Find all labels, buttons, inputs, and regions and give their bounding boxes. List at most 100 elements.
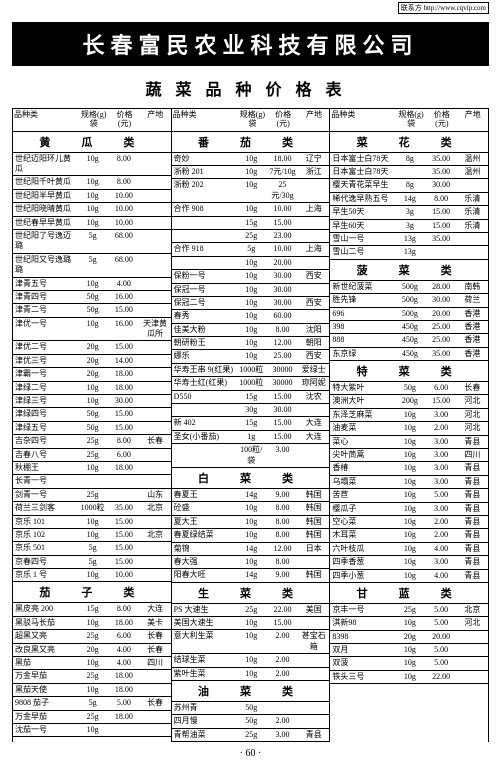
table-row: 青帮油菜25g3.00青县 xyxy=(172,729,330,742)
table-row: 黑皮亮 20015g8.00大连 xyxy=(13,603,171,616)
table-row: 胜先锋500g30.00荷兰 xyxy=(330,294,488,307)
table-row: 奇妙10g18.00辽宁 xyxy=(172,153,330,166)
table-row: 日本富士白78天35.00温州 xyxy=(330,166,488,179)
table-row: 浙粉 20110g7元/10g浙江 xyxy=(172,166,330,179)
table-row: 津优二号20g15.00 xyxy=(13,341,171,354)
url-label: 联系方 http://www.cqvip.com xyxy=(398,2,489,14)
table-row: 淇新9810g5.00河北 xyxy=(330,617,488,630)
table-row: 四季小葱10g4.00青县 xyxy=(330,570,488,583)
company-banner: 长春富民农业科技有限公司 xyxy=(12,22,489,66)
table-row: 阳春大旺14g9.00韩国 xyxy=(172,569,330,582)
table-row: 25g23.00 xyxy=(172,230,330,243)
subtitle: 蔬菜品种价格表 xyxy=(12,76,489,100)
table-row: 吉春八号25g6.00 xyxy=(13,449,171,462)
table-row: 黑茄10g4.00四川 xyxy=(13,657,171,670)
table-row: 京乐 5015g15.00 xyxy=(13,542,171,555)
table-row: 菊锦14g12.00日本 xyxy=(172,543,330,556)
table-row: 888450g25.00香港 xyxy=(330,334,488,347)
table-row: 乌塌菜10g3.00青县 xyxy=(330,476,488,489)
table-row: 新世纪菠菜500g28.00南韩 xyxy=(330,281,488,294)
table-row: 雪山二号13g xyxy=(330,246,488,259)
table-row: 香椿10g3.00青县 xyxy=(330,462,488,475)
table-row: 夏大王10g8.00韩国 xyxy=(172,516,330,529)
table-row: 黑驳马长茄10g18.00美卡 xyxy=(13,617,171,630)
table-row: 保粉一号10g30.00西安 xyxy=(172,270,330,283)
table-row: 樱天青花菜早生8g30.00 xyxy=(330,179,488,192)
table-row: D55015g15.00沈农 xyxy=(172,391,330,404)
category-header: 菠 菜 类 xyxy=(330,260,488,281)
table-row: 早生60天3g15.00乐清 xyxy=(330,220,488,233)
table-row: 佳美大粉10g8.00沈阳 xyxy=(172,324,330,337)
table-row: 长青一号 xyxy=(13,475,171,488)
table-row: 秋棚王10g18.00 xyxy=(13,462,171,475)
table-row: 四月慢50g2.00 xyxy=(172,715,330,728)
table-row: 尖叶茼蒿10g3.00四川 xyxy=(330,449,488,462)
category-header: 油 菜 类 xyxy=(172,681,330,702)
table-row: 万金早茄25g18.00 xyxy=(13,670,171,683)
category-header: 生 菜 类 xyxy=(172,583,330,604)
table-row: 结球生菜10g2.00 xyxy=(172,654,330,667)
table-row: 30g30.00 xyxy=(172,404,330,417)
table-row: 京春四号5g15.00 xyxy=(13,556,171,569)
table-row: 京乐 10210g15.00北京 xyxy=(13,529,171,542)
table-row: 世纪阳半早黄瓜10g10.00 xyxy=(13,190,171,203)
table-row: 雪山一号13g35.00 xyxy=(330,233,488,246)
table-row: 双菠10g5.00 xyxy=(330,657,488,670)
table-row: 津绿二号10g18.00 xyxy=(13,382,171,395)
table-row: 菜心10g3.00青县 xyxy=(330,436,488,449)
table-row: PS 大速生25g22.00美国 xyxy=(172,604,330,617)
table-row: 日本富士白78天8g35.00温州 xyxy=(330,153,488,166)
table-row: 沈茄一号10g xyxy=(13,724,171,737)
table-row: 津青五号10g4.00 xyxy=(13,278,171,291)
table-row: 津优三号20g14.00 xyxy=(13,355,171,368)
table-row: 津绿三号10g30.00 xyxy=(13,395,171,408)
table-row: 京乐 1 号10g10.00 xyxy=(13,569,171,582)
table-row: 朝研粉王10g12.00朝阳 xyxy=(172,337,330,350)
table-row: 15g15.00 xyxy=(172,217,330,230)
table-row: 万金早茄25g18.00 xyxy=(13,711,171,724)
table-row: 苦苣10g5.00青县 xyxy=(330,489,488,502)
table-row: 油麦菜10g2.00河北 xyxy=(330,422,488,435)
table-row: 浙粉 20210g25元/30g xyxy=(172,179,330,203)
table-row: 京丰一号25g5.00北京 xyxy=(330,604,488,617)
table-row: 黑茄天使10g18.00 xyxy=(13,684,171,697)
table-row: 四季香葱10g3.00青县 xyxy=(330,556,488,569)
table-row: 东泽芝麻菜10g3.00河北 xyxy=(330,409,488,422)
category-header: 菜 花 类 xyxy=(330,132,488,153)
table-row: 荷兰三剑客1000粒35.00北京 xyxy=(13,502,171,515)
column-header: 品种类规格(g)袋价格(元)产地 xyxy=(330,109,488,132)
table-row: 世纪阳又号逸璐璐5g68.00 xyxy=(13,254,171,278)
table-row: 春夏王14g9.00韩国 xyxy=(172,489,330,502)
table-row: 839820g20.00 xyxy=(330,631,488,644)
table-row: 铁头三号10g22.00 xyxy=(330,671,488,684)
table-row: 澳洲大叶200g15.00河北 xyxy=(330,395,488,408)
table-row: 早生50天3g15.00乐清 xyxy=(330,206,488,219)
table-row: 六叶枝瓜10g4.00青县 xyxy=(330,543,488,556)
table-row: 春秀10g60.00 xyxy=(172,310,330,323)
table-row: 双月10g5.00 xyxy=(330,644,488,657)
table-row: 空心菜10g2.00青县 xyxy=(330,516,488,529)
page-number: · 60 · xyxy=(12,748,489,759)
table-row: 稀代逸早熟五号14g8.00乐清 xyxy=(330,193,488,206)
table-row: 华寿士红(红果)1000粒30000珎阿妮 xyxy=(172,377,330,390)
table-row: 10g20.00 xyxy=(172,257,330,270)
table-row: 9808 茄子5g5.00长春 xyxy=(13,697,171,710)
table-row: 398450g25.00香港 xyxy=(330,321,488,334)
table-row: 696500g20.00香港 xyxy=(330,308,488,321)
table-row: 世纪迈阳环儿黄瓜10g8.00 xyxy=(13,153,171,177)
table-row: 樱瓜子10g3.00青县 xyxy=(330,503,488,516)
category-header: 特 菜 类 xyxy=(330,361,488,382)
table-row: 圣女(小番茄)1g15.00大连 xyxy=(172,431,330,444)
table-row: 超黑又亮25g6.00长春 xyxy=(13,630,171,643)
table-row: 保冠一号10g30.00 xyxy=(172,284,330,297)
table-row: 砼盛10g8.00韩国 xyxy=(172,502,330,515)
table-row: 京乐 10110g15.00 xyxy=(13,516,171,529)
category-header: 番 茄 类 xyxy=(172,132,330,153)
price-table: 品种类规格(g)袋价格(元)产地黄 瓜 类世纪迈阳环儿黄瓜10g8.00世纪阳千… xyxy=(12,108,489,742)
table-row: 春夏绿结菜10g8.00韩国 xyxy=(172,529,330,542)
table-row: 东京绿450g35.00香港 xyxy=(330,348,488,361)
category-header: 甘 蓝 类 xyxy=(330,583,488,604)
table-row: 津绿四号50g15.00 xyxy=(13,408,171,421)
table-row: 新 40215g15.00大连 xyxy=(172,417,330,430)
category-header: 黄 瓜 类 xyxy=(13,132,171,153)
